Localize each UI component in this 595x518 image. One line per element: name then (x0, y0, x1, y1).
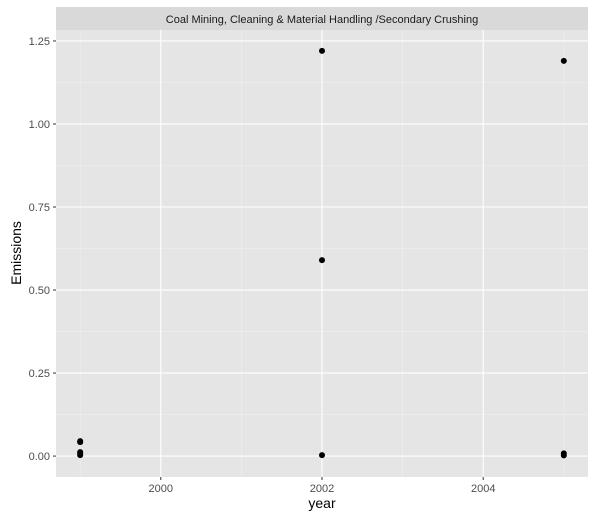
data-point (560, 57, 567, 64)
data-point (319, 452, 325, 459)
major-gridlines (56, 30, 588, 477)
y-axis-ticks: 0.00 0.25 0.50 0.75 1.00 1.25 (29, 36, 56, 463)
strip-background (56, 7, 588, 30)
data-point (319, 47, 325, 54)
x-tick-label: 2004 (471, 483, 495, 495)
x-axis-ticks: 2000 2002 2004 (149, 477, 495, 495)
y-tick-label: 0.75 (29, 202, 50, 214)
y-tick-label: 0.25 (29, 368, 50, 380)
x-tick-label: 2000 (149, 483, 173, 495)
data-point (560, 452, 567, 459)
y-axis-title: Emissions (8, 221, 24, 285)
data-point (77, 439, 84, 446)
facet-title: Coal Mining, Cleaning & Material Handlin… (166, 14, 478, 26)
x-axis-title: year (308, 495, 336, 511)
y-tick-label: 0.00 (29, 451, 50, 463)
x-tick-label: 2002 (310, 483, 334, 495)
data-points (77, 47, 567, 459)
y-tick-label: 1.00 (29, 119, 50, 131)
y-tick-label: 1.25 (29, 36, 50, 48)
y-tick-label: 0.50 (29, 285, 50, 297)
data-point (319, 257, 325, 264)
data-point (77, 452, 84, 459)
